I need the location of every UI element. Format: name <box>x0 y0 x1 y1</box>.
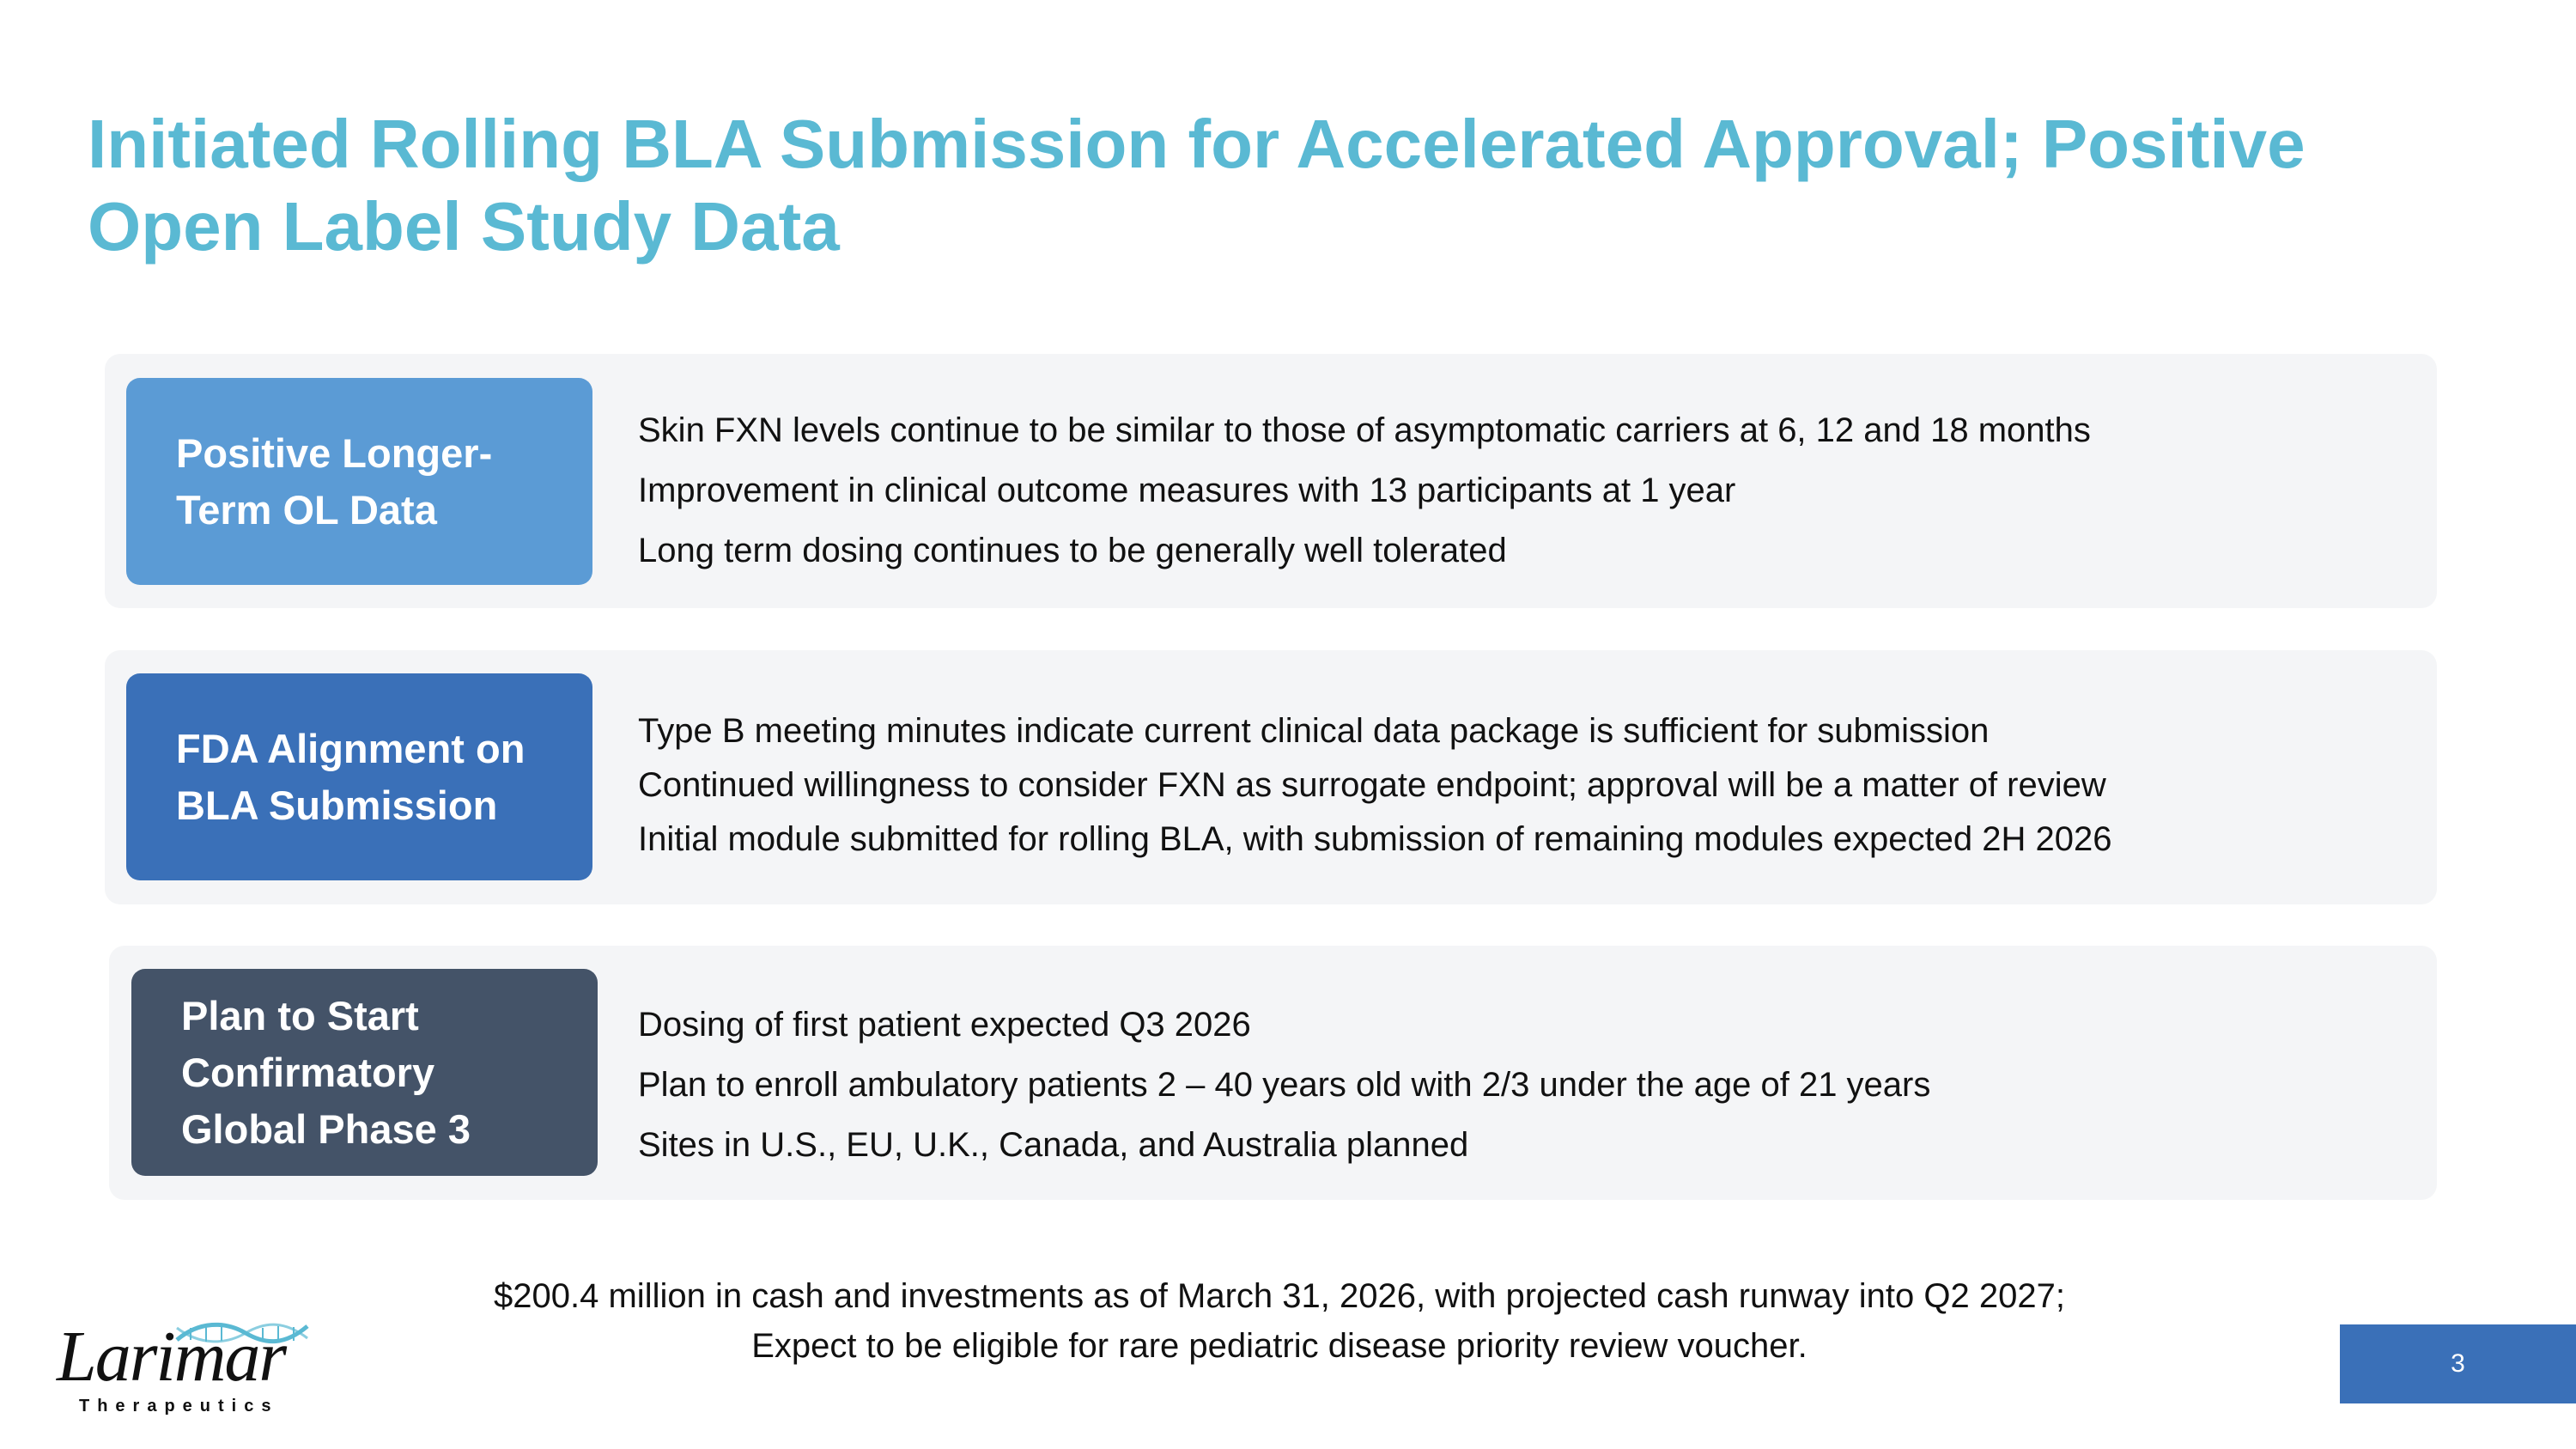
bullet-item: Skin FXN levels continue to be similar t… <box>638 411 2091 449</box>
dna-helix-icon <box>175 1322 309 1344</box>
logo-subtitle: Therapeutics <box>79 1397 279 1416</box>
section-label-line: BLA Submission <box>176 782 498 828</box>
footer-line: $200.4 million in cash and investments a… <box>494 1277 2065 1315</box>
section-label-line: Confirmatory <box>181 1049 435 1095</box>
logo-wordmark: Larimar <box>57 1317 287 1397</box>
section-label-line: Global Phase 3 <box>181 1105 471 1152</box>
footer-line: Expect to be eligible for rare pediatric… <box>751 1327 1807 1365</box>
section-label-fda-alignment: FDA Alignment on BLA Submission <box>126 673 592 880</box>
page-number-badge: 3 <box>2340 1324 2576 1403</box>
bullet-item: Continued willingness to consider FXN as… <box>638 766 2106 804</box>
bullet-item: Dosing of first patient expected Q3 2026 <box>638 1006 1251 1044</box>
section-label-phase-3: Plan to Start Confirmatory Global Phase … <box>131 969 598 1176</box>
bullet-item: Plan to enroll ambulatory patients 2 – 4… <box>638 1066 1931 1104</box>
section-bullets-ol-data: Skin FXN levels continue to be similar t… <box>638 400 2091 581</box>
section-bullets-fda-alignment: Type B meeting minutes indicate current … <box>638 704 2111 867</box>
bullet-item: Long term dosing continues to be general… <box>638 532 1507 569</box>
footer-note: $200.4 million in cash and investments a… <box>0 1271 2559 1371</box>
section-bullets-phase-3: Dosing of first patient expected Q3 2026… <box>638 995 1930 1175</box>
section-label-line: Plan to Start <box>181 992 419 1038</box>
slide-title: Initiated Rolling BLA Submission for Acc… <box>88 106 2306 265</box>
bullet-item: Improvement in clinical outcome measures… <box>638 472 1736 509</box>
section-label-line: Positive Longer- <box>176 429 493 476</box>
company-logo: Larimar Therapeutics <box>53 1316 311 1419</box>
section-label-line: FDA Alignment on <box>176 725 526 771</box>
bullet-item: Sites in U.S., EU, U.K., Canada, and Aus… <box>638 1126 1469 1164</box>
section-label-line: Term OL Data <box>176 486 437 533</box>
bullet-item: Type B meeting minutes indicate current … <box>638 712 1990 750</box>
bullet-item: Initial module submitted for rolling BLA… <box>638 820 2112 858</box>
page-number: 3 <box>2451 1349 2465 1378</box>
section-label-ol-data: Positive Longer- Term OL Data <box>126 378 592 585</box>
